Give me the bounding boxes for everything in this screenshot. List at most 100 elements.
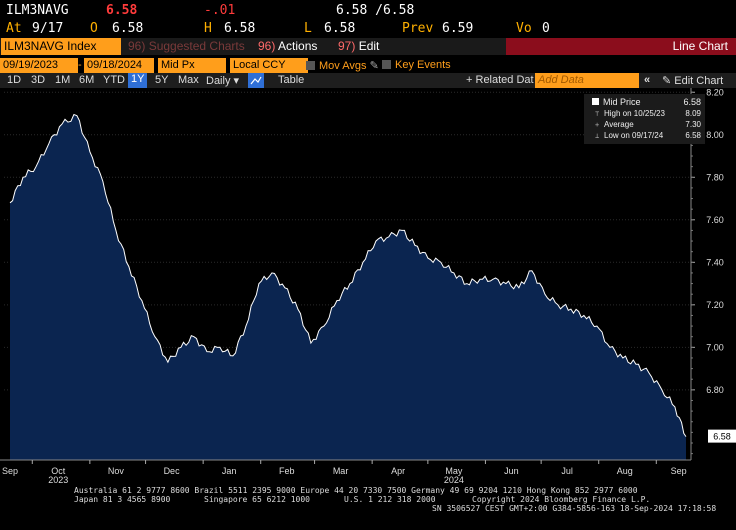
x-tick-label: May: [445, 466, 463, 476]
legend-low-value: 6.58: [685, 131, 701, 140]
actions-number: 96): [258, 39, 276, 53]
x-tick-label: Feb: [279, 466, 295, 476]
frequency-select[interactable]: Daily ▾: [206, 74, 239, 87]
high-label: H: [204, 21, 212, 36]
legend-low-label: Low on 09/17/24: [604, 131, 664, 140]
edit-number: 97): [338, 39, 356, 53]
edit-chart-button[interactable]: ✎ Edit Chart: [662, 74, 723, 87]
legend-high-label: High on 10/25/23: [604, 109, 665, 118]
pencil-icon[interactable]: ✎: [369, 60, 379, 72]
open-label: O: [90, 21, 98, 36]
y-tick-label: 8.00: [706, 130, 724, 140]
settings-row: 09/19/2023 - 09/18/2024 Mid Px Local CCY…: [0, 58, 736, 74]
legend-high-value: 8.09: [685, 109, 701, 118]
x-tick-label: Apr: [391, 466, 405, 476]
x-tick-label: Sep: [671, 466, 687, 476]
prev-label: Prev: [402, 21, 434, 36]
line-chart-icon[interactable]: [248, 73, 264, 88]
period-3d[interactable]: 3D: [31, 74, 46, 86]
x-tick-label: Dec: [164, 466, 181, 476]
y-tick-label: 7.00: [706, 342, 724, 352]
open-value: 6.58: [112, 21, 144, 36]
line-chart-icon-graphic: [250, 76, 262, 85]
x-tick-label: Oct: [51, 466, 66, 476]
key-events-toggle[interactable]: Key Events: [382, 59, 451, 71]
year-label: 2024: [444, 475, 464, 484]
mov-avgs-toggle[interactable]: Mov Avgs ✎: [306, 59, 379, 72]
collapse-icon[interactable]: «: [644, 74, 651, 86]
y-tick-label: 7.20: [706, 300, 724, 310]
at-label: At: [6, 21, 22, 36]
y-tick-label: 7.40: [706, 257, 724, 267]
x-tick-label: Jun: [504, 466, 519, 476]
quote-row-1: ILM3NAVG 6.58 -.01 6.58 /6.58: [0, 3, 736, 20]
high-value: 6.58: [224, 21, 256, 36]
suggested-charts-button[interactable]: 96) Suggested Charts: [128, 39, 245, 53]
volume-label: Vo: [516, 21, 532, 36]
suggested-charts-label: Suggested Charts: [148, 39, 245, 53]
volume-value: 0: [542, 21, 550, 36]
mov-avgs-label: Mov Avgs: [319, 60, 367, 72]
legend-series-label: Mid Price: [603, 97, 641, 107]
ticker[interactable]: ILM3NAVG: [6, 3, 69, 18]
footer-us: U.S. 1 212 318 2000: [344, 495, 436, 504]
chevron-down-icon: ▾: [233, 75, 240, 87]
add-data-input[interactable]: Add Data: [535, 73, 639, 88]
last-value-box: [708, 429, 736, 443]
period-1d[interactable]: 1D: [7, 74, 22, 86]
last-price: 6.58: [106, 3, 138, 18]
x-tick-label: Sep: [2, 466, 18, 476]
actions-label: Actions: [278, 39, 318, 53]
price-chart[interactable]: 6.80 7.00 7.20 7.40 7.60 7.80 8.00 8.20 Sep Oct N…: [0, 87, 736, 485]
low-marker-icon: ⊥: [595, 132, 599, 140]
legend-swatch: [592, 98, 599, 105]
chart-legend[interactable]: Mid Price 6.58 High on 10/25/23 8.09 Average…: [584, 94, 705, 144]
key-events-checkbox[interactable]: [382, 60, 391, 69]
suggested-charts-number: 96): [128, 39, 146, 53]
x-tick-label: Aug: [617, 466, 633, 476]
wrench-icon: ✎: [662, 75, 672, 87]
period-max[interactable]: Max: [178, 74, 199, 86]
chart-area[interactable]: 6.80 7.00 7.20 7.40 7.60 7.80 8.00 8.20 Sep Oct N…: [0, 87, 736, 485]
related-data-label: Related Dat: [475, 74, 534, 86]
legend-average-label: Average: [604, 120, 634, 129]
period-5y[interactable]: 5Y: [155, 74, 169, 86]
mov-avgs-checkbox[interactable]: [306, 61, 315, 70]
related-data-button[interactable]: + Related Dat: [466, 74, 534, 86]
edit-menu[interactable]: 97) Edit: [338, 39, 379, 53]
period-ytd[interactable]: YTD: [103, 74, 125, 86]
price-line[interactable]: [9, 113, 687, 437]
period-1m[interactable]: 1M: [55, 74, 71, 86]
last-value-text: 6.58: [713, 432, 731, 442]
price-area-fill: [10, 114, 686, 460]
edit-label: Edit: [358, 39, 380, 53]
start-date-field[interactable]: 09/19/2023: [0, 58, 78, 73]
security-field[interactable]: ILM3NAVG Index: [1, 38, 121, 55]
period-6m[interactable]: 6M: [79, 74, 95, 86]
low-label: L: [304, 21, 312, 36]
end-date-field[interactable]: 09/18/2024: [84, 58, 154, 73]
field-select[interactable]: Mid Px: [158, 58, 226, 73]
y-axis: 6.80 7.00 7.20 7.40 7.60 7.80 8.00 8.20: [690, 87, 724, 460]
chart-type-title: Line Chart: [506, 38, 736, 55]
edit-chart-label: Edit Chart: [674, 75, 724, 87]
last-value-label: 6.58: [708, 429, 736, 443]
year-label: 2023: [48, 475, 68, 484]
low-value: 6.58: [324, 21, 356, 36]
currency-select[interactable]: Local CCY: [230, 58, 308, 73]
footer-japan: Japan 81 3 4565 8900: [74, 495, 171, 504]
prev-value: 6.59: [442, 21, 474, 36]
date-separator: -: [78, 59, 82, 71]
actions-menu[interactable]: 96) Actions: [258, 39, 317, 53]
x-tick-label: Nov: [108, 466, 125, 476]
plus-icon: +: [466, 74, 473, 86]
x-tick-label: Jan: [222, 466, 237, 476]
y-tick-label: 6.80: [706, 385, 724, 395]
high-marker-icon: ⊤: [595, 110, 599, 118]
bid-ask: 6.58 /6.58: [336, 3, 415, 18]
y-tick-label: 7.60: [706, 215, 724, 225]
period-1y[interactable]: 1Y: [128, 73, 148, 88]
table-button[interactable]: Table: [278, 74, 305, 86]
key-events-label: Key Events: [395, 59, 451, 71]
at-value: 9/17: [32, 21, 64, 36]
